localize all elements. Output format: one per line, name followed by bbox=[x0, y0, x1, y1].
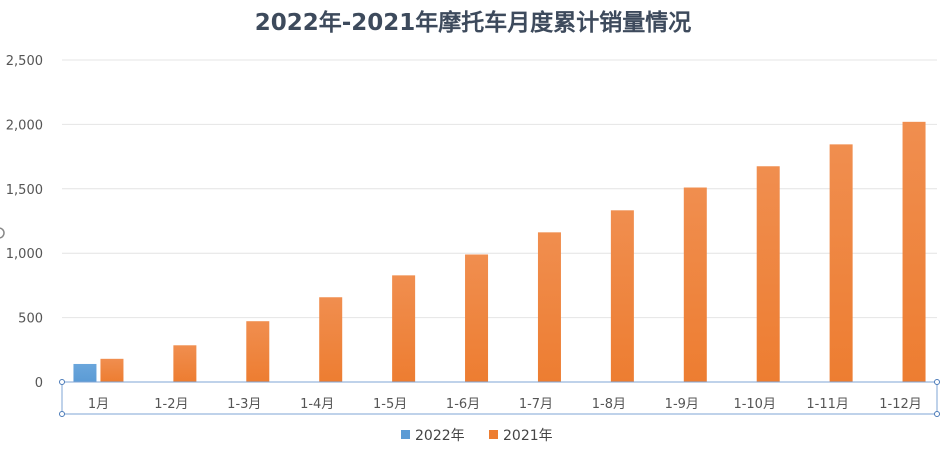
bar-2021年-1-10月 bbox=[756, 166, 780, 382]
chart-title: 2022年-2021年摩托车月度累计销量情况 bbox=[255, 9, 692, 36]
x-tick-label: 1-6月 bbox=[446, 397, 480, 412]
selection-handle[interactable] bbox=[934, 379, 940, 385]
y-tick-label: 1,000 bbox=[6, 247, 43, 262]
selection-handle[interactable] bbox=[59, 379, 65, 385]
legend-swatch bbox=[401, 430, 410, 439]
x-tick-label: 1-11月 bbox=[806, 397, 849, 412]
x-tick-label: 1-8月 bbox=[592, 397, 626, 412]
axis-selection-box[interactable] bbox=[61, 381, 938, 415]
x-tick-label: 1-5月 bbox=[373, 397, 407, 412]
x-tick-label: 1-3月 bbox=[227, 397, 261, 412]
bar-2021年-1月 bbox=[100, 358, 124, 382]
x-tick-label: 1月 bbox=[88, 397, 109, 412]
bar-2021年-1-2月 bbox=[173, 345, 197, 382]
bar-2021年-1-4月 bbox=[319, 297, 343, 382]
y-tick-label: 0 bbox=[35, 376, 43, 391]
legend: 2022年 2021年 bbox=[401, 428, 553, 444]
y-axis-ticks: 0 500 1,000 1,500 2,000 2,500 bbox=[6, 54, 43, 391]
x-tick-label: 1-12月 bbox=[879, 397, 922, 412]
bar-2021年-1-5月 bbox=[392, 275, 416, 382]
selection-handle[interactable] bbox=[59, 411, 65, 417]
gridlines bbox=[62, 59, 937, 319]
legend-label: 2021年 bbox=[503, 428, 553, 444]
bar-2021年-1-9月 bbox=[683, 187, 707, 382]
bar-2021年-1-6月 bbox=[465, 254, 489, 382]
y-tick-label: 2,000 bbox=[6, 118, 43, 133]
x-tick-label: 1-2月 bbox=[154, 397, 188, 412]
bar-2021年-1-12月 bbox=[902, 121, 926, 382]
x-axis-ticks: 1月 1-2月 1-3月 1-4月 1-5月 1-6月 1-7月 1-8月 1-9月 1-10月 1… bbox=[88, 397, 922, 412]
y-tick-label: 2,500 bbox=[6, 54, 43, 69]
y-tick-label: 1,500 bbox=[6, 183, 43, 198]
legend-label: 2022年 bbox=[415, 428, 465, 444]
x-tick-label: 1-7月 bbox=[519, 397, 553, 412]
bars bbox=[73, 121, 926, 382]
legend-swatch bbox=[489, 430, 498, 439]
bar-2021年-1-3月 bbox=[246, 321, 270, 382]
x-axis bbox=[59, 379, 940, 417]
bar-2021年-1-11月 bbox=[829, 144, 853, 382]
bar-2021年-1-8月 bbox=[610, 210, 634, 382]
x-tick-label: 1-9月 bbox=[665, 397, 699, 412]
bar-2021年-1-7月 bbox=[537, 232, 561, 382]
side-handle-icon bbox=[0, 227, 5, 239]
x-tick-label: 1-4月 bbox=[300, 397, 334, 412]
selection-handle[interactable] bbox=[934, 411, 940, 417]
bar-2022年-1月 bbox=[73, 363, 97, 382]
x-tick-label: 1-10月 bbox=[733, 397, 776, 412]
y-tick-label: 500 bbox=[18, 312, 43, 327]
